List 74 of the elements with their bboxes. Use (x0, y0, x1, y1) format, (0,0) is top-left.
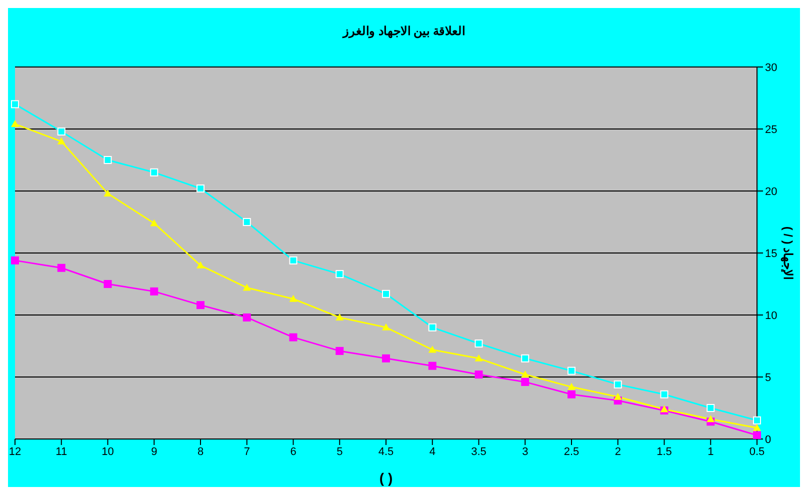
point (104, 280, 112, 288)
point (150, 219, 158, 226)
y-axis-title: الإجهاد ( / ) (780, 225, 795, 282)
point (706, 404, 715, 412)
x-axis-title: ( ) (379, 470, 393, 486)
x-tick-label: 7 (244, 446, 250, 458)
y-tick-label: 5 (765, 372, 772, 384)
x-tick-label: 11 (56, 446, 68, 458)
point (428, 323, 436, 332)
point (150, 168, 158, 176)
chart-title: العلاقة بين الاجهاد والغرز (341, 24, 466, 38)
x-tick-label: 12 (8, 446, 22, 458)
y-tick-label: 25 (765, 124, 778, 136)
x-tick-label: 8 (197, 446, 204, 458)
point (474, 340, 483, 348)
point (474, 370, 483, 379)
point (196, 301, 204, 310)
point (336, 270, 344, 278)
point (289, 294, 298, 302)
point (753, 424, 761, 431)
point (521, 378, 530, 386)
point (428, 362, 436, 370)
point (382, 354, 390, 362)
point (382, 290, 390, 298)
point (242, 218, 251, 226)
x-tick-label: 2.5 (564, 446, 580, 458)
point (289, 256, 298, 264)
y-tick-label: 20 (765, 186, 778, 198)
point (104, 156, 112, 164)
y-tick-label: 15 (765, 248, 778, 260)
point (57, 137, 66, 144)
y-tick-label: 10 (765, 310, 778, 322)
point (11, 100, 19, 108)
x-tick-label: 9 (151, 446, 158, 458)
point (336, 346, 344, 355)
x-tick-label: 3 (522, 446, 528, 458)
point (11, 120, 19, 128)
x-tick-label: 5 (336, 446, 343, 458)
point (614, 392, 622, 400)
x-tick-label: 3.5 (471, 446, 486, 458)
point (242, 313, 251, 322)
point (568, 382, 576, 390)
point (568, 390, 576, 398)
point (753, 431, 761, 439)
x-tick-label: 10 (102, 446, 114, 458)
point (474, 354, 483, 362)
point (568, 366, 576, 375)
point (11, 256, 19, 264)
y-tick-label: 30 (765, 62, 778, 74)
point (196, 261, 204, 268)
point (196, 184, 204, 193)
x-tick-label: 1.5 (656, 446, 672, 458)
point (753, 416, 761, 424)
point (150, 287, 158, 296)
point (336, 313, 344, 320)
y-tick-label: 0 (765, 434, 772, 446)
point (104, 189, 112, 196)
x-tick-label: 1 (708, 446, 714, 458)
point (57, 127, 66, 136)
x-tick-label: 6 (290, 446, 296, 458)
point (521, 370, 530, 378)
point (242, 284, 251, 291)
point (521, 354, 530, 362)
point (706, 415, 715, 422)
x-tick-label: 4 (429, 446, 436, 458)
x-tick-label: 0.5 (749, 446, 765, 458)
point (289, 333, 298, 342)
point (382, 323, 390, 330)
point (660, 390, 668, 398)
point (428, 346, 436, 353)
x-tick-label: 2 (614, 446, 621, 458)
point (57, 264, 66, 272)
point (614, 380, 622, 388)
x-tick-label: 4.5 (378, 446, 394, 458)
